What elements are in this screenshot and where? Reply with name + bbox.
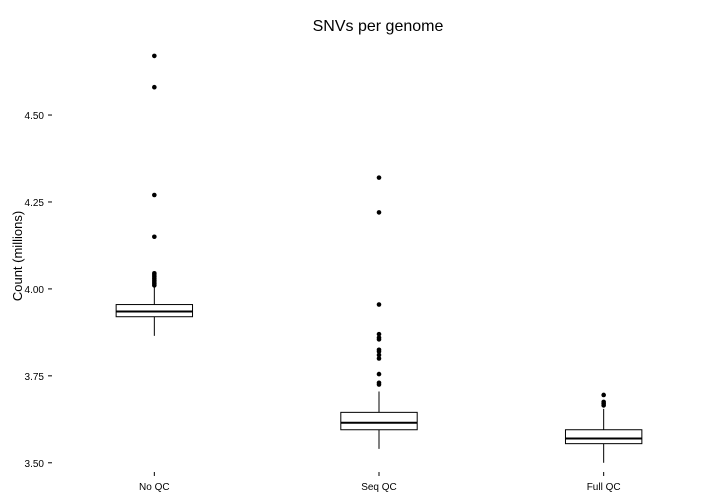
chart-title: SNVs per genome [313, 18, 444, 35]
outlier-point [152, 192, 157, 198]
outlier-point [376, 210, 382, 215]
outlier-point [376, 382, 382, 387]
outlier-point [152, 283, 157, 288]
y-tick-label: 4.25 [25, 198, 45, 209]
outlier-point [152, 84, 157, 90]
y-tick-label: 4.00 [25, 285, 45, 296]
x-tick-label: Seq QC [361, 482, 397, 493]
y-tick-label: 4.50 [25, 111, 45, 122]
iqr-box [564, 429, 643, 445]
outlier-point [376, 352, 382, 358]
box-2 [564, 392, 643, 463]
x-tick-label: Full QC [587, 482, 621, 493]
outlier-point [601, 403, 606, 408]
outlier-point [376, 302, 382, 307]
outlier-point [152, 53, 157, 59]
box-1 [340, 175, 418, 449]
x-tick-label: No QC [139, 482, 170, 493]
box-0 [115, 53, 194, 336]
outlier-point [152, 234, 157, 240]
iqr-box [340, 411, 418, 431]
outlier-point [601, 392, 606, 398]
x-axis: No QC Seq QC Full QC [139, 472, 621, 493]
outlier-point [376, 356, 382, 361]
y-tick-label: 3.50 [25, 459, 45, 470]
outlier-point [376, 175, 382, 180]
y-tick-label: 3.75 [25, 372, 45, 383]
y-axis-label: Count (millions) [10, 211, 25, 301]
outlier-point [376, 371, 382, 377]
outlier-point [376, 331, 382, 337]
y-axis: 3.50 3.75 4.00 4.25 4.50 [25, 111, 52, 470]
outlier-point [376, 337, 382, 342]
outlier-point [376, 349, 382, 354]
boxes-layer [115, 53, 643, 463]
